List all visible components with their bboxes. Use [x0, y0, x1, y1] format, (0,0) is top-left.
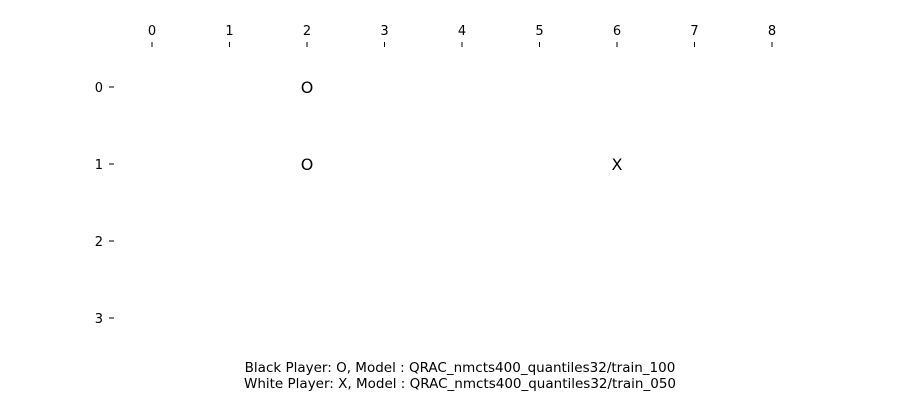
- row-label: 0: [95, 81, 103, 96]
- column-label: 4: [458, 24, 466, 39]
- column-label: 6: [613, 24, 621, 39]
- row-label: 3: [95, 312, 103, 327]
- column-axis: 0 1 2 3 4 5 6 7 8: [148, 24, 776, 47]
- white-stone: X: [612, 155, 623, 174]
- row-label: 1: [95, 158, 103, 173]
- column-label: 1: [225, 24, 233, 39]
- column-label: 0: [148, 24, 156, 39]
- column-label: 8: [768, 24, 776, 39]
- column-label: 5: [535, 24, 543, 39]
- column-label: 7: [690, 24, 698, 39]
- black-player-caption: Black Player: O, Model : QRAC_nmcts400_q…: [244, 360, 676, 376]
- board-cells: O O X: [301, 78, 623, 174]
- black-stone: O: [301, 155, 314, 174]
- row-axis: 0 1 2 3: [95, 81, 114, 327]
- column-label: 3: [380, 24, 388, 39]
- black-stone: O: [301, 78, 314, 97]
- row-label: 2: [95, 235, 103, 250]
- column-label: 2: [303, 24, 311, 39]
- white-player-caption: White Player: X, Model : QRAC_nmcts400_q…: [243, 376, 676, 392]
